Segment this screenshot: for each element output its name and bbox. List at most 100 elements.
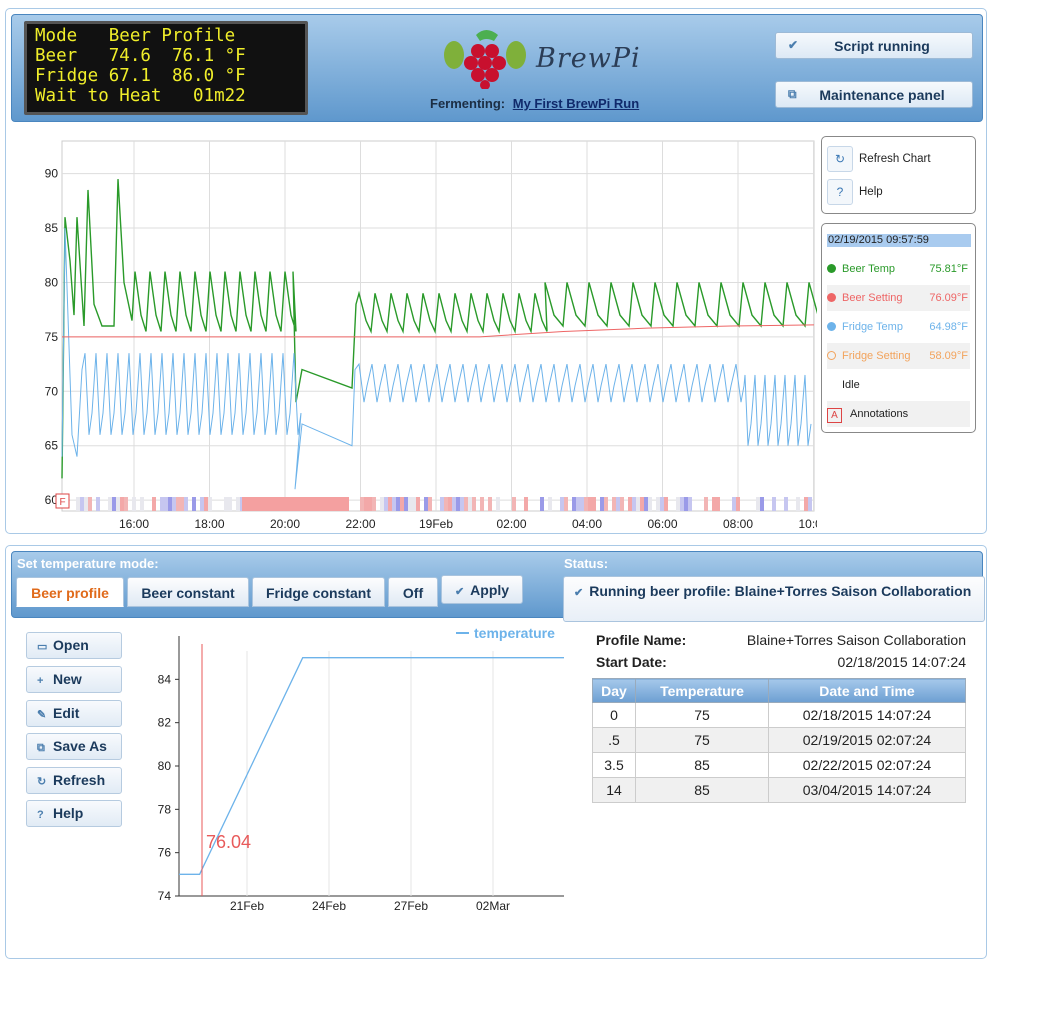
legend-value: 75.81°F: [929, 263, 968, 275]
table-cell[interactable]: 02/22/2015 02:07:24: [768, 752, 966, 778]
table-row[interactable]: 14 85 03/04/2015 14:07:24: [592, 777, 966, 803]
state-band: [688, 497, 692, 511]
table-cell[interactable]: 14: [592, 777, 636, 803]
legend-item[interactable]: Beer Temp 75.81°F: [827, 256, 970, 282]
y-tick-label: 70: [45, 384, 59, 398]
lcd-line: Mode Beer Profile: [35, 26, 236, 46]
x-tick-label: 19Feb: [419, 517, 453, 531]
state-band: [716, 497, 720, 511]
maintenance-panel-button[interactable]: ⧉ Maintenance panel: [775, 81, 973, 108]
table-cell[interactable]: 85: [635, 752, 769, 778]
table-row[interactable]: 3.5 85 02/22/2015 02:07:24: [592, 752, 966, 778]
legend-value: 76.09°F: [929, 292, 968, 304]
help-label: Help: [53, 805, 84, 821]
state-band: [512, 497, 516, 511]
table-cell[interactable]: 0: [592, 702, 636, 728]
copy-icon: ⧉: [37, 742, 45, 754]
state-band: [392, 497, 396, 511]
table-cell[interactable]: 3.5: [592, 752, 636, 778]
logo-text: BrewPi: [536, 43, 641, 74]
table-cell[interactable]: 03/04/2015 14:07:24: [768, 777, 966, 803]
state-band: [732, 497, 736, 511]
control-panel: Set temperature mode: Beer profile Beer …: [5, 545, 987, 959]
state-band: [784, 497, 788, 511]
y-tick-label: 75: [45, 330, 59, 344]
state-band: [660, 497, 664, 511]
tab-beer-constant[interactable]: Beer constant: [127, 577, 249, 607]
profile-help-button[interactable]: ? Help: [26, 800, 122, 827]
state-band: [412, 497, 416, 511]
state-band: [360, 497, 364, 511]
start-date-label: Start Date:: [596, 654, 667, 670]
state-band: [84, 497, 88, 511]
refresh-icon: ↻: [37, 776, 47, 788]
start-date: 02/18/2015 14:07:24: [837, 654, 966, 670]
x-tick-label: 06:00: [647, 517, 677, 531]
x-tick-label: 02:00: [496, 517, 526, 531]
chart-help-button[interactable]: ? Help: [827, 179, 883, 205]
x-tick-label: 16:00: [119, 517, 149, 531]
legend-item[interactable]: Fridge Setting 58.09°F: [827, 343, 970, 369]
open-button[interactable]: ▭ Open: [26, 632, 122, 659]
state-band: [96, 497, 100, 511]
new-button[interactable]: + New: [26, 666, 122, 693]
column-header: Date and Time: [768, 678, 966, 703]
fridge-temp-line: [61, 228, 812, 490]
legend-item[interactable]: Beer Setting 76.09°F: [827, 285, 970, 311]
edit-button[interactable]: ✎ Edit: [26, 700, 122, 727]
table-cell[interactable]: 02/19/2015 02:07:24: [768, 727, 966, 753]
y-tick-label: 60: [45, 493, 59, 507]
state-band: [132, 497, 136, 511]
table-row[interactable]: .5 75 02/19/2015 02:07:24: [592, 727, 966, 753]
state-band: [168, 497, 172, 511]
tab-beer-profile[interactable]: Beer profile: [16, 577, 124, 607]
profile-chart[interactable]: 84 82 80 78 76 74 21Feb 24Feb 27Feb 02Mar 76.04 tem…: [136, 626, 566, 916]
chart-legend: 02/19/2015 09:57:59 Beer Temp 75.81°F Beer…: [821, 223, 976, 433]
fermenting-label: Fermenting:: [430, 96, 506, 111]
wrench-icon: ✎: [37, 709, 47, 721]
y-tick-label: 85: [45, 221, 59, 235]
mode-title: Set temperature mode:: [17, 556, 159, 571]
table-cell[interactable]: 75: [635, 702, 769, 728]
y-tick-label: 84: [158, 672, 172, 686]
profile-info: Profile Name: Blaine+Torres Saison Collab…: [596, 632, 966, 676]
table-cell[interactable]: 75: [635, 727, 769, 753]
current-value-label: 76.04: [206, 832, 251, 852]
tab-fridge-constant[interactable]: Fridge constant: [252, 577, 385, 607]
state-band: [548, 497, 552, 511]
legend-item[interactable]: Fridge Temp 64.98°F: [827, 314, 970, 340]
tab-off[interactable]: Off: [388, 577, 438, 607]
refresh-chart-label: Refresh Chart: [859, 153, 931, 166]
state-band: [184, 497, 188, 511]
apply-button[interactable]: ✔ Apply: [441, 575, 523, 604]
table-cell[interactable]: 02/18/2015 14:07:24: [768, 702, 966, 728]
state-band: [242, 497, 349, 511]
state-band: [372, 497, 376, 511]
table-row[interactable]: 0 75 02/18/2015 14:07:24: [592, 702, 966, 728]
script-status-label: Script running: [834, 38, 930, 54]
state-band: [228, 497, 232, 511]
state-band: [424, 497, 428, 511]
profile-line: [179, 657, 564, 875]
annotations-toggle[interactable]: A Annotations: [827, 401, 970, 427]
x-tick-label: 20:00: [270, 517, 300, 531]
state-band: [620, 497, 624, 511]
table-cell[interactable]: .5: [592, 727, 636, 753]
refresh-button[interactable]: ↻ Refresh: [26, 767, 122, 794]
beer-setting-line: [62, 324, 815, 338]
legend-value: 58.09°F: [929, 350, 968, 362]
chart-controls: ↻ Refresh Chart ? Help: [821, 136, 976, 214]
y-tick-label: 78: [158, 802, 172, 816]
refresh-chart-button[interactable]: ↻ Refresh Chart: [827, 146, 931, 172]
state-band: [116, 497, 120, 511]
table-cell[interactable]: 85: [635, 777, 769, 803]
script-status-button[interactable]: ✔ Script running: [775, 32, 973, 59]
state-band: [200, 497, 204, 511]
temperature-chart[interactable]: 16:00 18:00 20:00 22:00 19Feb 02:00 04:00 06:00…: [12, 137, 817, 533]
save-as-button[interactable]: ⧉ Save As: [26, 733, 122, 760]
state-band: [404, 497, 408, 511]
profile-table: Day Temperature Date and Time 0 75 02/18/2…: [592, 678, 966, 803]
series-dot-icon: [827, 322, 836, 331]
beer-name-link[interactable]: My First BrewPi Run: [512, 96, 640, 111]
state-band: [592, 497, 596, 511]
